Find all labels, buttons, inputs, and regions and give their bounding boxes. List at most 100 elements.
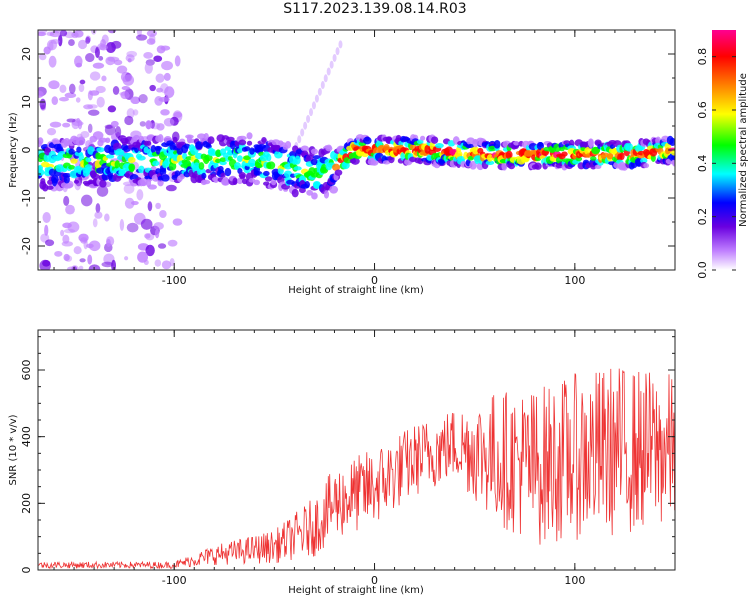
spectrogram-cell — [106, 238, 111, 248]
spectrogram-cell — [92, 218, 98, 228]
spectrogram-cell — [78, 233, 89, 242]
spectrogram-cell — [224, 167, 232, 177]
spectrogram-cell — [334, 169, 343, 176]
spectrogram-cell — [58, 96, 69, 102]
spectrogram-cell — [45, 163, 55, 169]
spectrogram-cell — [467, 156, 474, 161]
spectrogram-cell — [160, 45, 171, 51]
spectrogram-cell — [80, 130, 90, 139]
spectrogram-cell — [66, 118, 76, 123]
spectrogram-cell — [85, 53, 95, 63]
snr-y-tick-label: 0 — [20, 567, 33, 574]
spectrogram-cell — [101, 261, 114, 268]
spectrogram-cell — [62, 234, 70, 244]
spectrogram-cell — [306, 189, 314, 196]
spectrogram-x-tick-label: 100 — [564, 274, 585, 287]
spectrogram-cell — [266, 153, 272, 162]
spectrogram-cell — [467, 143, 475, 149]
spectrogram-cell — [94, 46, 100, 59]
colorbar-gradient — [712, 30, 736, 270]
spectrogram-cell — [154, 259, 162, 267]
spectrogram-cell — [40, 177, 46, 185]
spectrogram-cell — [488, 145, 497, 152]
spectrogram-cell — [63, 175, 70, 184]
spectrogram-cell — [145, 244, 155, 257]
spectrogram-cell — [150, 145, 157, 154]
spectrogram-cell — [469, 160, 477, 170]
spectrogram-cell — [157, 179, 164, 187]
spectrogram-cell — [239, 173, 246, 180]
spectrogram-cell — [127, 156, 136, 163]
spectrogram-cell — [154, 228, 160, 239]
spectrogram-cell — [146, 140, 152, 146]
spectrogram-cell — [201, 172, 207, 179]
spectrogram-cell — [149, 33, 156, 45]
colorbar-label: Normalized spectral amplitude — [738, 73, 749, 227]
spectrogram-cell — [77, 119, 83, 130]
spectrogram-cell — [248, 158, 256, 168]
spectrogram-cell — [77, 136, 86, 146]
spectrogram-cell — [141, 181, 147, 186]
spectrogram-cell — [590, 156, 597, 161]
snr-y-ticks: 0 200 400 600 — [20, 336, 675, 574]
spectrogram-cell — [643, 163, 650, 169]
spectrogram-cell — [51, 96, 59, 106]
spectrogram-cell — [85, 36, 91, 45]
colorbar-tick-label: 0.8 — [696, 48, 709, 66]
spectrogram-cell — [94, 211, 103, 219]
spectrogram-cell — [76, 146, 82, 153]
spectrogram-cell — [261, 136, 267, 144]
spectrogram-cell — [121, 86, 130, 91]
snr-frame — [37, 329, 676, 571]
spectrogram-cell — [83, 104, 94, 110]
spectrogram-cell — [416, 139, 424, 145]
spectrogram-cell — [59, 84, 67, 93]
spectrogram-x-tick-label: -100 — [162, 274, 187, 287]
spectrogram-cell — [79, 79, 86, 85]
spectrogram-cell — [62, 122, 71, 128]
spectrogram-cell — [244, 146, 251, 152]
spectrogram-cell — [44, 224, 49, 236]
spectrogram-cell — [207, 136, 215, 144]
spectrogram-cell — [104, 124, 116, 136]
spectrogram-cell — [116, 65, 128, 74]
spectrogram-cell — [588, 138, 594, 148]
spectrogram-cell — [104, 213, 110, 222]
spectrogram-cell — [267, 161, 276, 170]
spectrogram-cell — [159, 209, 167, 219]
spectrogram-cell — [320, 81, 325, 90]
spectrogram-cell — [158, 96, 170, 102]
spectrogram-cell — [311, 101, 316, 110]
spectrogram-cell — [87, 123, 93, 133]
spectrogram-cell — [63, 195, 70, 207]
spectrogram-cell — [85, 157, 92, 163]
spectrogram-cell — [136, 155, 146, 161]
spectrogram-cell — [215, 149, 222, 158]
spectrogram-y-tick-label: 20 — [20, 47, 33, 61]
snr-y-tick-label: 200 — [20, 493, 33, 514]
spectrogram-cell — [161, 60, 174, 71]
spectrogram-cell — [114, 160, 121, 169]
spectrogram-cell — [48, 55, 57, 68]
spectrogram-cell — [174, 55, 181, 67]
spectrogram-cell — [38, 31, 47, 37]
spectrogram-cell — [49, 121, 62, 128]
spectrogram-cell — [56, 143, 63, 152]
spectrogram-cell — [89, 135, 98, 143]
spectrogram-cell — [323, 190, 330, 199]
spectrogram-cell — [42, 183, 49, 192]
spectrogram-cell — [87, 90, 93, 101]
spectrogram-cell — [124, 256, 129, 261]
spectrogram-cell — [331, 163, 341, 171]
spectrogram-cell — [363, 136, 372, 145]
spectrogram-cell — [575, 156, 583, 162]
spectrogram-cell — [289, 151, 297, 157]
spectrogram-cell — [120, 91, 130, 100]
spectrogram-y-tick-label: -20 — [20, 237, 33, 255]
spectrogram-cell — [115, 126, 122, 139]
spectrogram-cell — [63, 253, 70, 262]
spectrogram-cell — [53, 30, 61, 34]
spectrogram-cell — [174, 170, 181, 177]
snr-panel: -100 0 100 0 200 400 600 Height of straight l… — [8, 329, 676, 596]
